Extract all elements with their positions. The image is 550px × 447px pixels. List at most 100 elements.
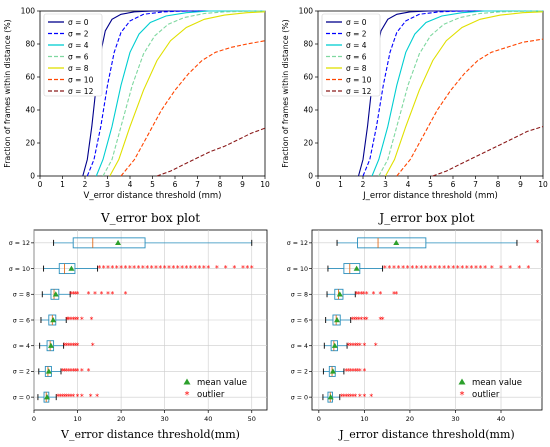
y-tick-label: σ = 10 (287, 266, 308, 273)
outlier-point: * (137, 264, 141, 273)
outlier-point: * (65, 367, 69, 376)
series-line-sigma-6 (378, 10, 544, 177)
mean-marker (393, 239, 400, 246)
outlier-point: * (352, 316, 356, 325)
y-axis-label: Fraction of frames within distance (%) (281, 19, 290, 167)
outlier-point: * (60, 393, 64, 402)
x-tick-label: 0 (38, 180, 43, 189)
outlier-point: * (124, 264, 128, 273)
outlier-point: * (65, 393, 69, 402)
outlier-point: * (69, 290, 73, 299)
outlier-point: * (460, 264, 464, 273)
outlier-point: * (150, 264, 154, 273)
y-tick-label: 40 (303, 106, 313, 115)
y-tick-label: σ = 8 (13, 292, 30, 299)
legend-label: σ = 0 (68, 18, 89, 27)
outlier-point: * (106, 290, 110, 299)
x-axis-label: V_error distance threshold (mm) (84, 191, 222, 201)
outlier-point: * (115, 264, 119, 273)
x-tick-label: 2 (361, 180, 366, 189)
outlier-point: * (349, 393, 353, 402)
box-iqr (58, 263, 76, 275)
outlier-point: * (353, 367, 357, 376)
mean-marker (68, 265, 75, 271)
y-tick-label: 80 (303, 40, 313, 49)
y-tick-label: 100 (21, 7, 36, 16)
y-tick-label: 0 (308, 172, 313, 181)
outlier-point: * (415, 264, 419, 273)
outlier-point: * (87, 367, 91, 376)
outlier-point: * (342, 393, 346, 402)
box-iqr (50, 288, 60, 300)
outlier-point: * (189, 264, 193, 273)
outlier-point: * (100, 290, 104, 299)
legend-label: σ = 12 (346, 87, 372, 96)
mean-marker (115, 239, 122, 246)
outlier-point: * (71, 341, 75, 350)
outlier-point: * (483, 264, 487, 273)
legend-label: σ = 6 (346, 52, 367, 61)
outlier-point: * (176, 264, 180, 273)
mean-marker (327, 394, 334, 400)
x-tick-label: 1 (60, 180, 65, 189)
outlier-point: * (470, 264, 474, 273)
outlier-point: * (95, 393, 99, 402)
outlier-point: * (419, 264, 423, 273)
legend-outlier-marker: * (185, 390, 190, 401)
legend-mean-label: mean value (197, 378, 247, 388)
outlier-point: * (76, 316, 80, 325)
x-tick-label: 5 (150, 180, 155, 189)
mean-marker (353, 265, 360, 271)
outlier-point: * (351, 341, 355, 350)
x-tick-label: 0 (317, 415, 321, 423)
outlier-point: * (73, 367, 77, 376)
outlier-point: * (80, 393, 84, 402)
outlier-point: * (451, 264, 455, 273)
outlier-point: * (369, 393, 373, 402)
outlier-point: * (356, 341, 360, 350)
series-line-sigma-4 (371, 10, 543, 177)
outlier-point: * (358, 367, 362, 376)
box-sigma-6: ****** * * (40, 314, 94, 326)
legend-frame (43, 13, 103, 97)
outlier-point: * (359, 290, 363, 299)
outlier-point: * (93, 290, 97, 299)
x-tick-label: 4 (406, 180, 411, 189)
outlier-point: * (355, 316, 359, 325)
box-sigma-2: ******** * * (38, 365, 91, 377)
outlier-point: * (80, 316, 84, 325)
outlier-point: * (358, 341, 362, 350)
series-line-sigma-10 (396, 38, 544, 177)
outlier-point: * (410, 264, 414, 273)
outlier-point: * (71, 367, 75, 376)
outlier-point: * (87, 290, 91, 299)
outlier-point: * (383, 264, 387, 273)
legend-label: σ = 12 (68, 87, 94, 96)
outlier-point: * (76, 290, 80, 299)
x-tick-label: 20 (406, 415, 414, 423)
outlier-point: * (61, 367, 65, 376)
legend-outlier-label: outlier (472, 390, 500, 400)
outlier-point: * (401, 264, 405, 273)
outlier-point: * (193, 264, 197, 273)
series-line-sigma-2 (86, 10, 265, 177)
y-tick-label: 0 (30, 172, 35, 181)
outlier-point: * (71, 316, 75, 325)
outlier-point: * (198, 264, 202, 273)
outlier-point: * (73, 316, 77, 325)
outlier-point: * (63, 393, 67, 402)
y-tick-label: σ = 12 (287, 240, 308, 247)
outlier-point: * (167, 264, 171, 273)
outlier-point: * (69, 367, 73, 376)
outlier-point: * (433, 264, 437, 273)
x-tick-label: 1 (338, 180, 343, 189)
y-tick-label: 60 (303, 73, 313, 82)
outlier-point: * (65, 341, 69, 350)
outlier-point: * (474, 264, 478, 273)
x-tick-label: 30 (161, 415, 169, 423)
outlier-point: * (344, 393, 348, 402)
outlier-point: * (73, 290, 77, 299)
mean-marker (52, 291, 59, 297)
